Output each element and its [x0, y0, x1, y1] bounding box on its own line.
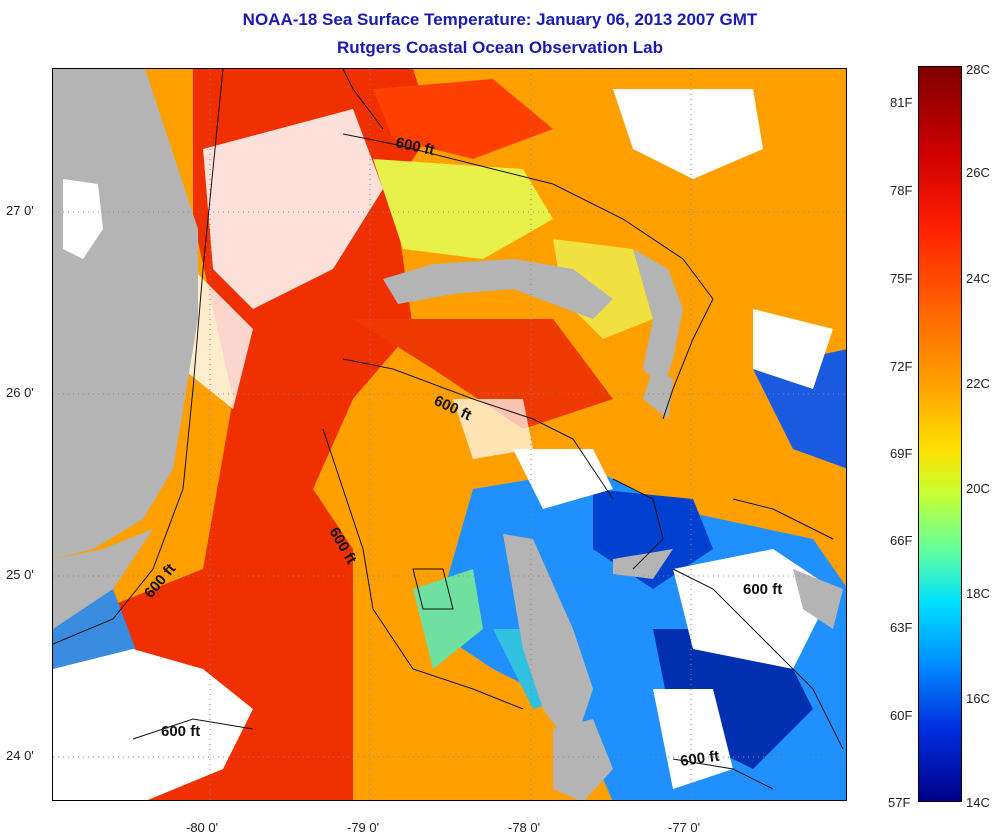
- isobath-loop: [412, 568, 454, 610]
- great-abaco-island: [633, 249, 683, 389]
- isobath-line-exuma: [672, 568, 844, 750]
- colorbar-celsius-label: 16C: [966, 691, 990, 706]
- isobath-line-north: [342, 133, 714, 420]
- sst-map-canvas: 600 ft 600 ft 600 ft 600 ft 600 ft 600 f…: [53, 69, 846, 800]
- contour-label-7: 600 ft: [679, 748, 720, 770]
- isobath-600ft: [53, 69, 844, 790]
- sst-map: 600 ft 600 ft 600 ft 600 ft 600 ft 600 f…: [52, 68, 847, 801]
- isobath-line-east: [732, 498, 834, 540]
- cloud-region-east: [753, 309, 833, 389]
- eleuthera-island: [793, 569, 843, 629]
- andros-south: [553, 719, 613, 800]
- isobath-line-west: [322, 428, 524, 710]
- map-title: NOAA-18 Sea Surface Temperature: January…: [242, 10, 758, 29]
- florida-keys-area: [53, 529, 153, 629]
- isobath-line-southeast: [672, 758, 774, 790]
- cloud-region-southwest: [53, 649, 253, 800]
- colorbar-fahrenheit-label: 81F: [890, 95, 913, 110]
- cloud-region-northwest: [203, 109, 383, 309]
- x-tick-label: -77 0': [668, 820, 701, 835]
- little-bahama-bank-cool-water: [373, 159, 553, 259]
- temperature-colorbar: [918, 66, 962, 802]
- cloud-region-center: [453, 399, 533, 459]
- colorbar-fahrenheit-label: 66F: [890, 533, 913, 548]
- colorbar-celsius-label: 22C: [966, 376, 990, 391]
- andros-island: [503, 534, 593, 749]
- isobath-line-south: [132, 718, 254, 740]
- colorbar-fahrenheit-label: 69F: [890, 446, 913, 461]
- y-tick-label: 25 0': [6, 567, 34, 582]
- x-tick-label: -79 0': [347, 820, 380, 835]
- contour-label-6: 600 ft: [743, 581, 782, 598]
- colorbar-fahrenheit-label: 72F: [890, 359, 913, 374]
- cloud-region-north: [613, 89, 763, 179]
- cloud-region-southeast: [673, 549, 833, 669]
- colorbar-celsius-label: 26C: [966, 165, 990, 180]
- colorbar-fahrenheit-label: 75F: [890, 271, 913, 286]
- abaco-bank-water: [553, 239, 653, 339]
- y-tick-label: 27 0': [6, 203, 34, 218]
- cloud-region-central-east: [513, 449, 613, 509]
- warm-region-north: [373, 79, 553, 159]
- colorbar-celsius-label: 28C: [966, 62, 990, 77]
- map-grid: [53, 69, 846, 800]
- grand-bahama-island: [383, 259, 613, 319]
- isobath-line-central: [342, 358, 614, 500]
- colorbar-fahrenheit-label: 57F: [888, 795, 911, 810]
- map-subtitle: Rutgers Coastal Ocean Observation Lab: [337, 38, 663, 57]
- cool-green-patch: [413, 569, 483, 669]
- colorbar-fahrenheit-label: 60F: [890, 708, 913, 723]
- new-providence-island: [613, 549, 673, 579]
- cloud-region-south: [653, 689, 733, 789]
- warm-region-central: [353, 319, 613, 429]
- colorbar-celsius-label: 18C: [966, 586, 990, 601]
- colorbar-celsius-label: 20C: [966, 481, 990, 496]
- contour-label-5: 600 ft: [161, 723, 200, 740]
- y-tick-label: 26 0': [6, 385, 34, 400]
- x-tick-label: -80 0': [186, 820, 219, 835]
- colorbar-fahrenheit-label: 63F: [890, 620, 913, 635]
- colorbar-celsius-label: 14C: [966, 795, 990, 810]
- colorbar-celsius-label: 24C: [966, 271, 990, 286]
- isobath-line-top: [342, 69, 384, 130]
- isobath-line-nassau: [612, 478, 664, 570]
- y-tick-label: 24 0': [6, 748, 34, 763]
- lake-okeechobee: [63, 179, 103, 259]
- x-tick-label: -78 0': [508, 820, 541, 835]
- colorbar-fahrenheit-label: 78F: [890, 183, 913, 198]
- cold-water-patch-3: [753, 349, 846, 469]
- isobath-line-florida: [53, 69, 224, 645]
